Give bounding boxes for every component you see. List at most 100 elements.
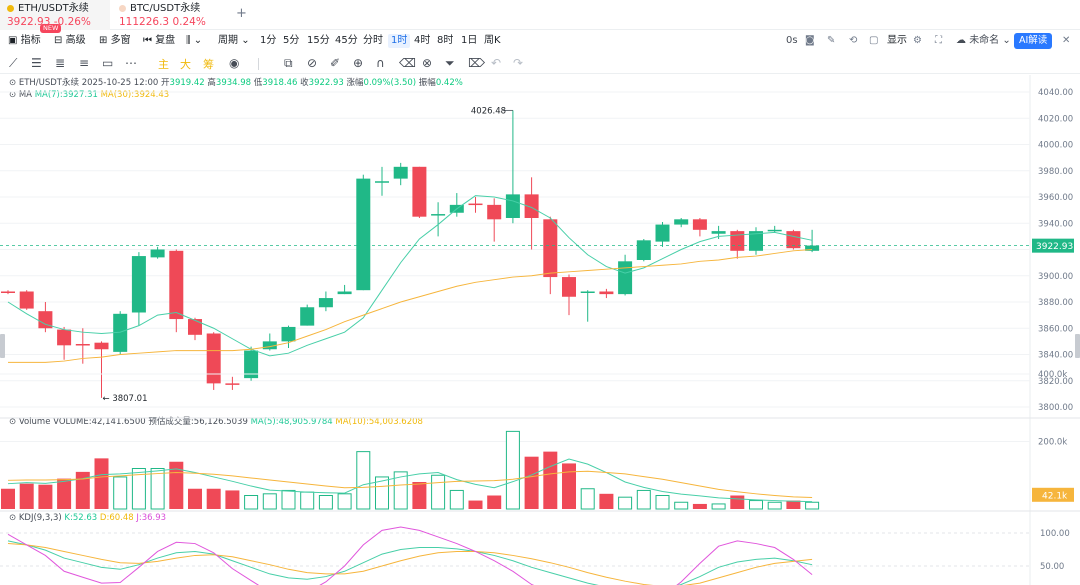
horizontal-lines-icon[interactable]: ☰ xyxy=(31,56,42,70)
layout-name-button[interactable]: ☁ 未命名 ⌄ xyxy=(956,34,1011,48)
multi-window-button[interactable]: ⊞ 多窗 xyxy=(99,34,131,48)
low-label: 低 xyxy=(253,78,263,88)
volume-est-label: 预估成交量: xyxy=(148,417,194,427)
chart-type-button[interactable]: ⫼ ⌄ xyxy=(186,34,202,48)
volume-bar xyxy=(113,476,128,510)
brush-icon[interactable]: ✐ xyxy=(330,56,341,70)
indicators-button[interactable]: ▣ 指标 xyxy=(8,34,41,48)
trend-line-icon[interactable]: ⟋ xyxy=(9,56,18,70)
interval-1m[interactable]: 1分 xyxy=(260,35,277,46)
volume-bar xyxy=(711,503,726,510)
kdj-settings-icon[interactable]: ⊙ xyxy=(9,513,17,523)
interval-45m[interactable]: 45分 xyxy=(335,35,358,46)
volume-label: Volume xyxy=(18,417,51,427)
interval-4h[interactable]: 4时 xyxy=(414,35,431,46)
interval-1h[interactable]: 1时 xyxy=(388,34,411,48)
volume-current-tag xyxy=(1032,487,1074,502)
candle-body xyxy=(262,341,277,350)
candles-icon: ⫼ xyxy=(186,35,191,46)
big-order-icon[interactable]: 大 xyxy=(180,58,191,71)
copy-icon[interactable]: ⧉ xyxy=(284,56,293,70)
link-icon[interactable]: ⊗ xyxy=(422,56,433,70)
volume-bar xyxy=(487,495,502,509)
price-tick-label: 3840.00 xyxy=(1038,351,1073,361)
volume-bar xyxy=(356,451,371,510)
redo-arrow-icon[interactable]: ↷ xyxy=(513,56,524,70)
add-tab-button[interactable]: + xyxy=(236,6,247,21)
filter-icon[interactable]: ⏷ xyxy=(445,56,455,70)
fib-icon[interactable]: ≡ xyxy=(79,56,90,70)
candle-body xyxy=(75,344,90,346)
parallel-channel-icon[interactable]: ≣ xyxy=(55,56,66,70)
price-tick-label: 3960.00 xyxy=(1038,193,1073,203)
price-tick-label: 4020.00 xyxy=(1038,114,1073,124)
display-icon[interactable]: ▢ xyxy=(869,35,879,46)
advanced-button[interactable]: ⊟ 高级 xyxy=(54,34,86,48)
kdj-info: ⊙ KDJ(9,3,3) K:52.63 D:60.48 J:36.93 xyxy=(9,513,166,524)
interval-timeline[interactable]: 分时 xyxy=(363,35,383,46)
tab-btc-usdt[interactable]: BTC/USDT永续 111226.3 0.24% xyxy=(112,0,222,30)
change-value: 0.09%(3.50) xyxy=(363,78,417,88)
volume-tick-label: 400.0k xyxy=(1038,370,1067,380)
candle-body xyxy=(692,219,707,230)
chip-icon[interactable]: 筹 xyxy=(203,58,214,71)
volume-bar xyxy=(393,471,408,510)
volume-settings-icon[interactable]: ⊙ xyxy=(9,417,17,427)
low-value: 3918.46 xyxy=(262,78,298,88)
price-tick-label: 3980.00 xyxy=(1038,167,1073,177)
replay-button[interactable]: ⏮ 复盘 xyxy=(143,34,175,48)
open-value: 3919.42 xyxy=(169,78,205,88)
fullscreen-icon[interactable]: ⛶ xyxy=(935,35,942,46)
kdj-tick-label: 50.00 xyxy=(1040,562,1064,572)
pencil-icon[interactable]: ✎ xyxy=(827,35,836,46)
replay-label: 复盘 xyxy=(155,35,176,46)
main-chart-icon[interactable]: 主 xyxy=(158,58,169,71)
volume-bar xyxy=(468,500,483,509)
undo-arrow-icon[interactable]: ↶ xyxy=(491,56,502,70)
kline-chart[interactable]: 4040.00 4020.00 4000.00 3980.00 3960.00 3940.… xyxy=(0,75,1080,585)
ruler-icon[interactable]: ⊘ xyxy=(307,56,318,70)
replay-icon: ⏮ xyxy=(143,35,152,46)
undo-icon[interactable]: ⟲ xyxy=(849,35,858,46)
candle-body xyxy=(636,240,651,260)
volume-bar xyxy=(225,490,240,509)
camera-icon[interactable]: ◙ xyxy=(805,35,815,46)
interval-15m[interactable]: 15分 xyxy=(307,35,330,46)
trash-icon[interactable]: ⌦ xyxy=(468,56,485,70)
price-tick-label: 3860.00 xyxy=(1038,324,1073,334)
eye-icon[interactable]: ◉ xyxy=(229,56,240,70)
ma-info: ⊙ MA MA(7):3927.31 MA(30):3924.43 xyxy=(9,90,169,101)
volume-bar xyxy=(19,483,34,509)
separator xyxy=(258,58,259,70)
display-button[interactable]: 显示 xyxy=(887,35,907,46)
more-tools-icon[interactable]: ⋯ xyxy=(125,56,137,70)
ai-analysis-button[interactable]: AI解读 xyxy=(1014,33,1053,49)
period-button[interactable]: 周期 ⌄ xyxy=(218,34,250,48)
volume-bar xyxy=(318,495,333,510)
indicators-label: 指标 xyxy=(20,35,41,46)
rectangle-icon[interactable]: ▭ xyxy=(102,56,114,70)
magnet-icon[interactable]: ∩ xyxy=(376,56,385,70)
interval-1w[interactable]: 周K xyxy=(484,35,501,46)
kdj-label: KDJ(9,3,3) xyxy=(18,513,62,523)
advanced-icon: ⊟ xyxy=(54,35,63,46)
lock-icon[interactable]: ⊕ xyxy=(353,56,364,70)
ohlc-info: ⊙ ETH/USDT永续 2025-10-25 12:00 开3919.42 高… xyxy=(9,78,463,89)
settings-icon[interactable]: ⚙ xyxy=(913,35,922,46)
k-value: K:52.63 xyxy=(64,513,98,523)
interval-1d[interactable]: 1日 xyxy=(461,35,478,46)
candle-body xyxy=(412,166,427,217)
interval-8h[interactable]: 8时 xyxy=(437,35,454,46)
interval-5m[interactable]: 5分 xyxy=(283,35,300,46)
volume-bar xyxy=(1,488,15,509)
close-icon[interactable]: ✕ xyxy=(1062,35,1071,46)
volume-bar xyxy=(412,482,427,509)
ma-settings-icon[interactable]: ⊙ xyxy=(9,90,17,100)
volume-bar xyxy=(618,496,633,510)
tab-price: 111226.3 xyxy=(119,16,170,28)
price-tick-label: 3800.00 xyxy=(1038,403,1073,413)
collapse-icon[interactable]: ⊙ xyxy=(9,78,17,88)
eraser-icon[interactable]: ⌫ xyxy=(399,56,416,70)
candle-body xyxy=(580,291,595,293)
j-value: J:36.93 xyxy=(136,513,167,523)
